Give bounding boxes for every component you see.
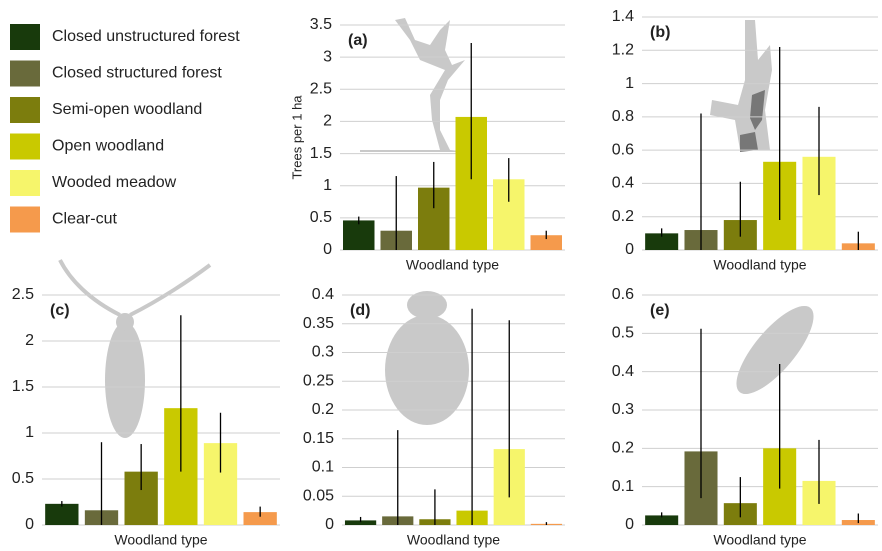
y-tick-label: 0.4 bbox=[312, 286, 334, 303]
y-tick-label: 0.8 bbox=[612, 108, 634, 125]
y-tick-label: 0.4 bbox=[612, 175, 634, 192]
bar bbox=[45, 504, 78, 525]
y-tick-label: 0.5 bbox=[310, 209, 332, 226]
y-tick-label: 1 bbox=[625, 75, 634, 92]
y-tick-label: 3 bbox=[323, 48, 332, 65]
y-tick-label: 0.1 bbox=[312, 459, 334, 476]
y-tick-label: 1 bbox=[323, 177, 332, 194]
bar bbox=[343, 220, 375, 250]
legend-swatch bbox=[10, 207, 40, 233]
panel-label: (b) bbox=[650, 24, 670, 41]
x-axis-label: Woodland type bbox=[713, 257, 806, 273]
stump-silhouette bbox=[710, 20, 772, 150]
panel-label: (a) bbox=[348, 32, 368, 49]
x-axis-label: Woodland type bbox=[713, 532, 806, 548]
y-tick-label: 0.5 bbox=[612, 325, 634, 342]
y-tick-label: 0.05 bbox=[303, 487, 334, 504]
legend-label: Closed structured forest bbox=[52, 65, 222, 82]
legend-label: Clear-cut bbox=[52, 211, 117, 228]
beetle-silhouette bbox=[105, 322, 145, 438]
x-axis-label: Woodland type bbox=[406, 257, 499, 273]
y-tick-label: 0.2 bbox=[612, 440, 634, 457]
y-tick-label: 2 bbox=[25, 332, 34, 349]
y-tick-label: 0 bbox=[625, 241, 634, 258]
stump-hollow bbox=[740, 132, 758, 152]
y-tick-label: 2.5 bbox=[12, 286, 34, 303]
y-tick-label: 2.5 bbox=[310, 81, 332, 98]
legend-swatch bbox=[10, 134, 40, 160]
figure: Closed unstructured forest Closed structu… bbox=[0, 0, 882, 551]
chafer-silhouette bbox=[385, 315, 469, 425]
y-tick-label: 1.4 bbox=[612, 8, 634, 25]
legend-label: Open woodland bbox=[52, 138, 164, 155]
y-tick-label: 0.2 bbox=[312, 401, 334, 418]
y-tick-label: 0.3 bbox=[312, 344, 334, 361]
legend: Closed unstructured forest Closed structu… bbox=[10, 24, 240, 233]
y-tick-label: 0.15 bbox=[303, 430, 334, 447]
y-tick-label: 1.5 bbox=[12, 378, 34, 395]
y-tick-label: 0.5 bbox=[12, 470, 34, 487]
y-tick-label: 0.2 bbox=[612, 208, 634, 225]
y-tick-label: 0 bbox=[25, 516, 34, 533]
y-tick-label: 0.1 bbox=[612, 478, 634, 495]
y-tick-label: 1.2 bbox=[612, 42, 634, 59]
legend-label: Wooded meadow bbox=[52, 174, 177, 191]
legend-swatch bbox=[10, 97, 40, 123]
y-tick-label: 0.6 bbox=[612, 286, 634, 303]
beetle-antennae bbox=[60, 260, 210, 315]
y-tick-label: 0 bbox=[323, 241, 332, 258]
y-tick-label: 0.3 bbox=[612, 401, 634, 418]
x-axis-label: Woodland type bbox=[114, 532, 207, 548]
legend-label: Closed unstructured forest bbox=[52, 28, 240, 45]
y-tick-label: 0.6 bbox=[612, 141, 634, 158]
y-tick-label: 2 bbox=[323, 113, 332, 130]
y-tick-label: 0.35 bbox=[303, 315, 334, 332]
y-axis-label: Trees per 1 ha bbox=[289, 95, 304, 180]
panel-label: (c) bbox=[50, 302, 70, 319]
legend-label: Semi-open woodland bbox=[52, 101, 202, 118]
click-beetle-silhouette bbox=[724, 295, 825, 405]
y-tick-label: 3.5 bbox=[310, 16, 332, 33]
tree-silhouette bbox=[360, 18, 470, 152]
y-tick-label: 0.25 bbox=[303, 372, 334, 389]
legend-swatch bbox=[10, 61, 40, 87]
y-tick-label: 1.5 bbox=[310, 145, 332, 162]
legend-swatch bbox=[10, 24, 40, 50]
legend-swatch bbox=[10, 170, 40, 196]
x-axis-label: Woodland type bbox=[407, 532, 500, 548]
y-tick-label: 0.4 bbox=[612, 363, 634, 380]
y-tick-label: 0 bbox=[325, 516, 334, 533]
panel-label: (e) bbox=[650, 302, 670, 319]
y-tick-label: 0 bbox=[625, 516, 634, 533]
panel-label: (d) bbox=[350, 302, 370, 319]
y-tick-label: 1 bbox=[25, 424, 34, 441]
